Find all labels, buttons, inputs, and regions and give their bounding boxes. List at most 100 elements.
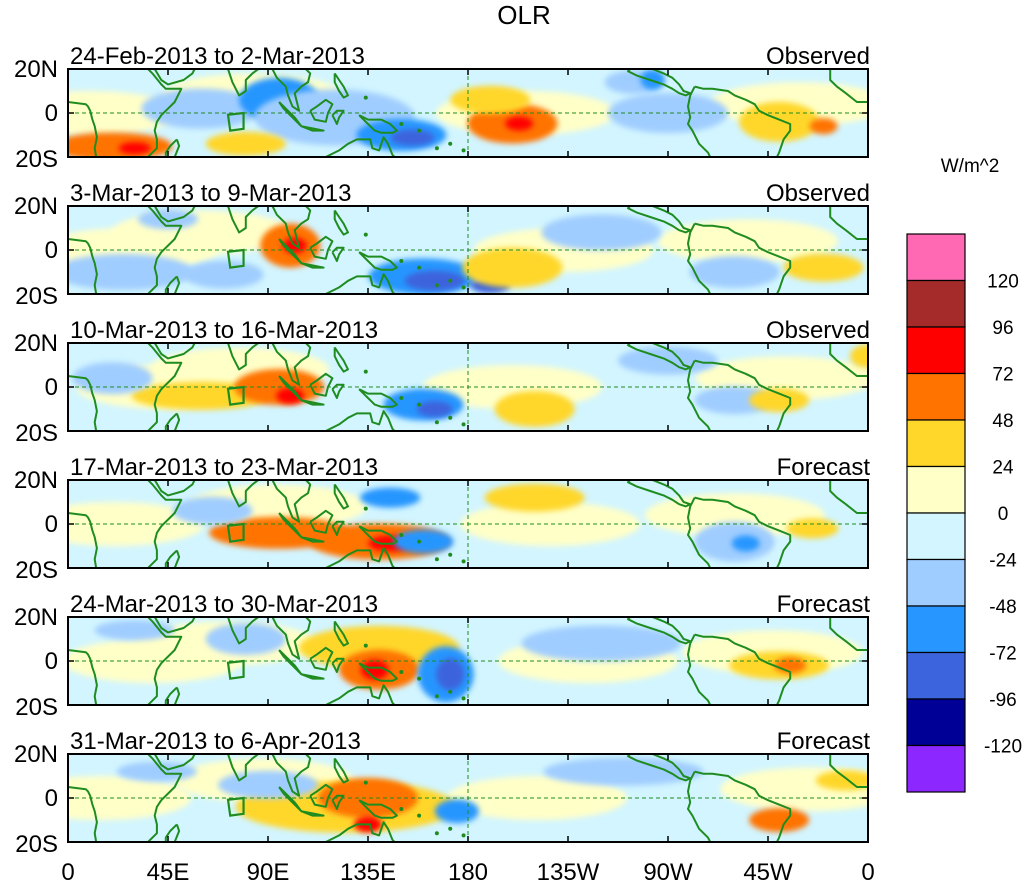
lat-label: 20S	[15, 694, 58, 721]
lat-label: 0	[45, 374, 58, 401]
coastline	[309, 783, 334, 808]
island	[417, 676, 422, 681]
panel-period: 3-Mar-2013 to 9-Mar-2013	[70, 180, 351, 207]
lat-label: 0	[45, 511, 58, 538]
coastlines	[68, 754, 868, 842]
coastline	[164, 275, 181, 294]
coastline	[271, 754, 312, 797]
colorbar-label: -48	[989, 597, 1016, 618]
map-panel: 20N 0 20S 10-Mar-2013 to 16-Mar-2013 Observe…	[14, 317, 870, 447]
coastline	[68, 649, 98, 705]
coastline	[829, 480, 868, 514]
negative-anomaly	[434, 799, 479, 824]
island	[461, 696, 466, 701]
island	[434, 146, 439, 151]
island	[434, 694, 439, 699]
colorbar-label: 72	[992, 365, 1013, 386]
region-box	[226, 796, 245, 817]
island	[434, 831, 439, 836]
coastline	[358, 799, 398, 819]
coastline	[694, 359, 792, 431]
coastline	[829, 617, 868, 651]
coastline	[146, 69, 183, 157]
positive-anomaly	[786, 518, 839, 539]
coastline	[358, 114, 398, 134]
colorbar: W/m^2 120 96 72 48 24 0 -24 -48 -72 -96 -120	[906, 156, 1022, 793]
island	[363, 95, 368, 100]
coastline	[300, 536, 325, 543]
coastline	[226, 754, 261, 782]
panel-kind: Forecast	[777, 454, 871, 481]
negative-anomaly	[138, 209, 198, 230]
coastline	[324, 547, 397, 568]
negative-anomaly	[72, 362, 153, 395]
coastline	[829, 69, 868, 103]
coastline	[829, 206, 868, 240]
negative-anomaly	[694, 386, 775, 415]
coastline	[278, 238, 303, 265]
colorbar-swatch	[906, 698, 966, 747]
panel-period: 31-Mar-2013 to 6-Apr-2013	[70, 728, 361, 755]
lat-label: 20N	[14, 467, 58, 494]
coastlines	[68, 480, 868, 568]
colorbar-label: -24	[989, 551, 1017, 572]
coastline	[333, 72, 349, 99]
positive-anomaly	[809, 118, 838, 135]
colorbar-swatch	[906, 744, 966, 793]
positive-anomaly	[749, 808, 810, 832]
coastline	[68, 375, 98, 431]
coastline	[146, 754, 183, 842]
lat-label: 20N	[14, 604, 58, 631]
coastline	[152, 617, 196, 634]
coastline	[278, 101, 303, 128]
island	[399, 807, 404, 811]
island	[363, 232, 368, 237]
colorbar-swatch	[906, 512, 966, 561]
coastline	[694, 770, 792, 842]
colorbar-label: -72	[989, 644, 1016, 665]
island	[363, 643, 368, 648]
lon-label: 135E	[340, 859, 396, 886]
coastline	[152, 343, 196, 360]
coastline	[164, 412, 181, 431]
coastline	[331, 383, 345, 399]
lon-label: 90E	[247, 859, 290, 886]
region-box	[226, 385, 245, 406]
lat-label: 20S	[15, 557, 58, 584]
colorbar-label: 24	[992, 458, 1014, 479]
colorbar-unit-label: W/m^2	[941, 156, 1000, 177]
coastline	[152, 480, 196, 497]
colorbar-swatch	[906, 233, 966, 282]
positive-anomaly	[484, 483, 585, 512]
coastline	[68, 238, 98, 294]
colorbar-swatch	[906, 558, 966, 607]
positive-anomaly	[450, 85, 531, 114]
colorbar-swatch	[906, 279, 966, 328]
coastline	[324, 821, 397, 842]
anomaly-field	[68, 620, 863, 703]
coastline	[309, 98, 334, 123]
negative-anomaly	[141, 88, 262, 129]
coastline	[333, 209, 349, 236]
lat-label: 0	[45, 237, 58, 264]
coastline	[226, 480, 261, 508]
panel-kind: Observed	[766, 180, 870, 207]
colorbar-swatch	[906, 326, 966, 375]
coastline	[164, 823, 181, 842]
negative-anomaly	[68, 254, 194, 290]
island	[417, 265, 422, 270]
coastline	[829, 343, 868, 377]
island	[399, 259, 404, 263]
colorbar-swatch	[906, 372, 966, 421]
coastline	[271, 206, 312, 249]
panel-period: 17-Mar-2013 to 23-Mar-2013	[70, 454, 378, 481]
coastline	[687, 634, 712, 705]
island	[363, 369, 368, 374]
lat-label: 0	[45, 648, 58, 675]
negative-anomaly	[731, 535, 760, 552]
coastline	[164, 549, 181, 568]
lon-label: 90W	[643, 859, 693, 886]
negative-anomaly	[521, 625, 682, 662]
coastline	[324, 136, 397, 157]
positive-region	[68, 502, 205, 546]
